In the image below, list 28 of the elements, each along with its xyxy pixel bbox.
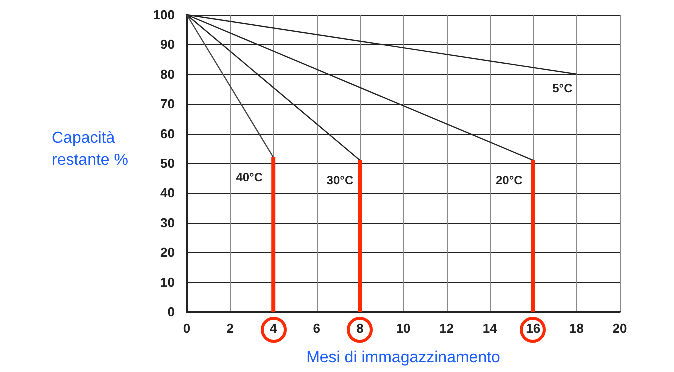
y-tick-label: 70 bbox=[160, 96, 175, 112]
y-tick-label: 30 bbox=[160, 215, 175, 230]
x-tick-label: 0 bbox=[183, 321, 191, 336]
y-tick-label: 80 bbox=[160, 66, 175, 82]
x-tick-label: 18 bbox=[569, 321, 584, 336]
y-tick-label: 40 bbox=[160, 186, 175, 201]
y-tick-label: 90 bbox=[160, 37, 175, 52]
x-tick-label: 2 bbox=[226, 321, 234, 336]
x-tick-label: 8 bbox=[356, 321, 364, 336]
x-tick-label: 16 bbox=[526, 321, 541, 336]
series-label: 20°C bbox=[496, 174, 524, 188]
x-tick-label: 10 bbox=[396, 321, 411, 336]
x-tick-label: 14 bbox=[482, 321, 498, 336]
x-tick-label: 12 bbox=[440, 321, 454, 336]
series-label: 40°C bbox=[236, 170, 264, 185]
x-tick-label: 4 bbox=[270, 321, 278, 336]
y-tick-label: 50 bbox=[160, 156, 175, 171]
series-label: 5°C bbox=[552, 81, 574, 96]
y-axis-title: Capacità restante % bbox=[52, 129, 128, 171]
series-label: 30°C bbox=[326, 174, 354, 188]
y-tick-label: 20 bbox=[160, 245, 175, 260]
x-tick-label: 20 bbox=[612, 321, 628, 336]
x-axis-title: Mesi di immagazzinamento bbox=[306, 350, 501, 366]
y-tick-label: 10 bbox=[160, 274, 175, 290]
y-tick-label: 0 bbox=[168, 304, 175, 320]
x-tick-label: 6 bbox=[313, 321, 321, 336]
y-tick-label: 100 bbox=[153, 8, 175, 22]
y-tick-label: 60 bbox=[160, 126, 175, 142]
